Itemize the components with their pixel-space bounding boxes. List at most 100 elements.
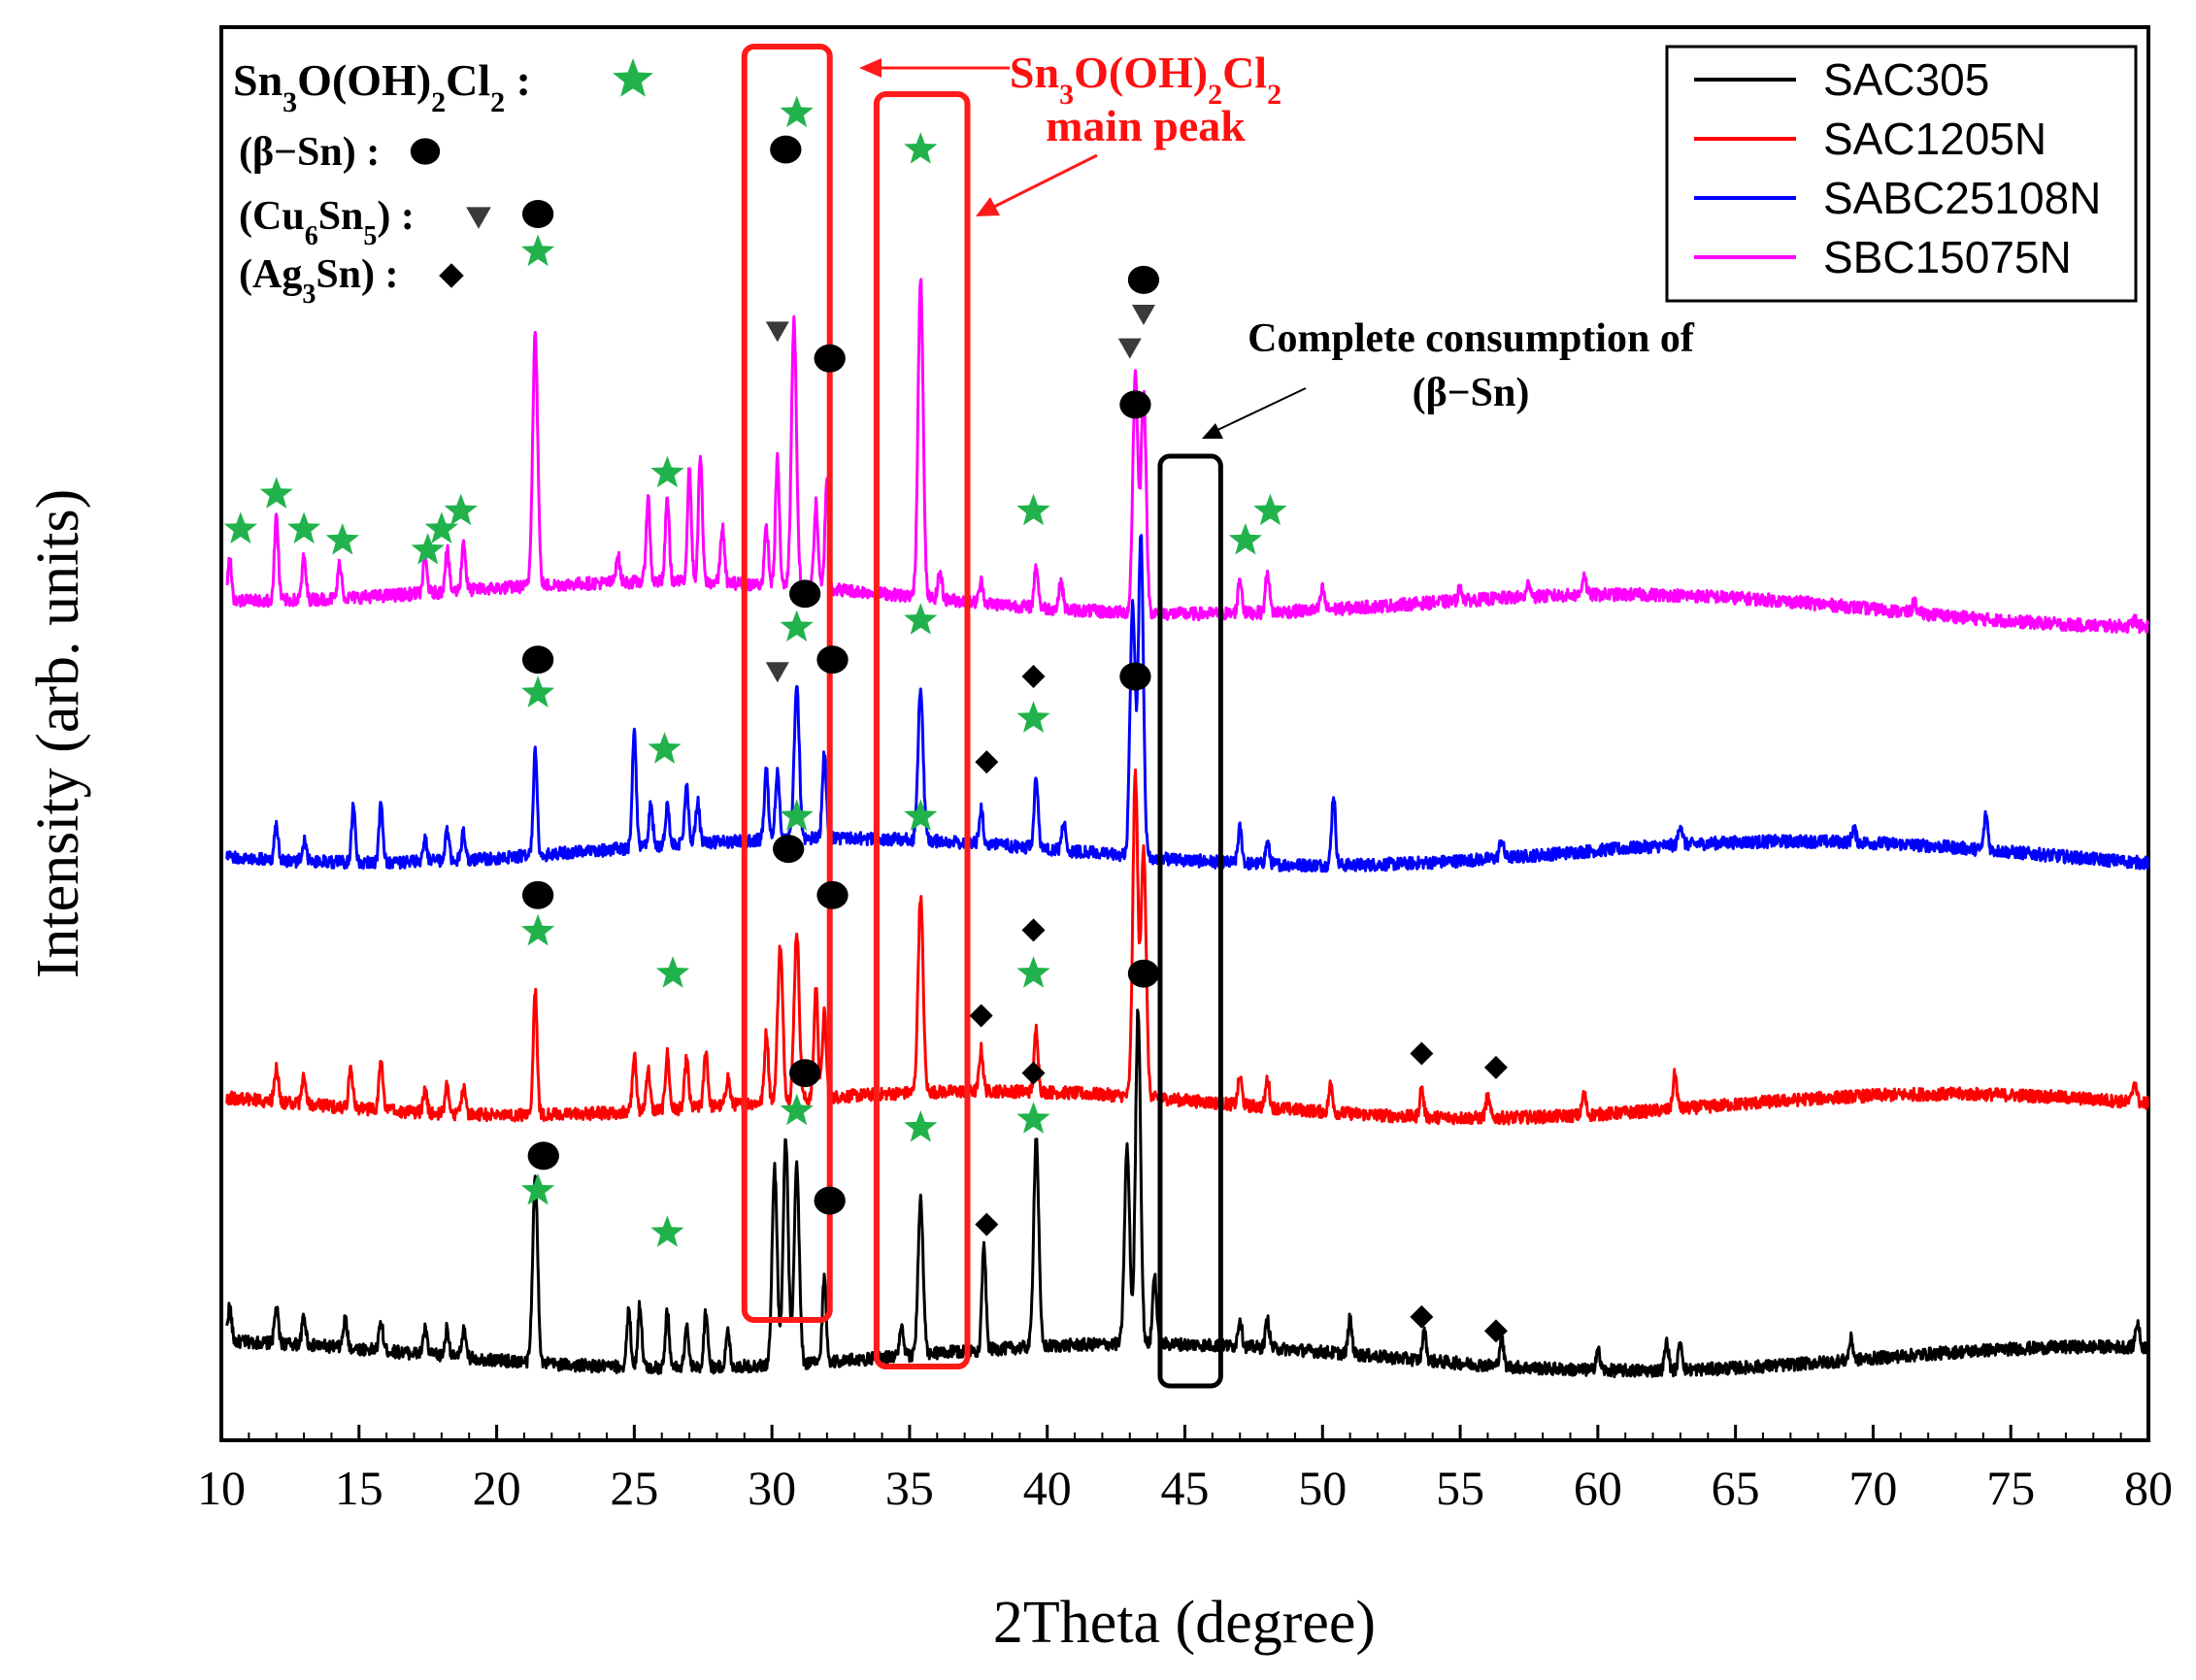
- key-beta-sn: (β−Sn) :: [239, 130, 380, 175]
- diamond-marker: [1021, 918, 1046, 942]
- star-marker: [444, 493, 478, 526]
- x-tick-label: 25: [610, 1461, 658, 1515]
- legend-label: SBC15075N: [1823, 232, 2072, 282]
- main-peak-label: Sn3O(OH)2Cl2: [1010, 48, 1281, 111]
- legend: SAC305 SAC1205N SABC25108N SBC15075N: [1665, 45, 2138, 303]
- circle-marker: [1127, 265, 1160, 294]
- marker-key: Sn3O(OH)2Cl2 : (β−Sn) : (Cu6Sn5) : (Ag3S…: [233, 55, 653, 310]
- series-layer: [225, 278, 2149, 1378]
- circle-marker: [521, 645, 554, 675]
- circle-marker: [770, 135, 802, 164]
- x-tick-label: 75: [1986, 1461, 2035, 1515]
- diamond-marker: [975, 750, 999, 774]
- star-marker-key: [613, 58, 653, 97]
- star-marker: [223, 511, 257, 544]
- diamond-marker: [1410, 1041, 1434, 1066]
- consumption-arrowhead: [1202, 423, 1223, 439]
- star-marker: [521, 1173, 555, 1205]
- x-tick-label: 65: [1712, 1461, 1760, 1515]
- triangle-marker: [1131, 305, 1155, 326]
- star-marker: [780, 95, 814, 128]
- circle-marker: [1119, 662, 1151, 691]
- star-marker: [780, 1093, 814, 1126]
- diamond-marker: [969, 1004, 993, 1028]
- star-marker: [650, 1215, 684, 1247]
- x-tick-label: 50: [1298, 1461, 1347, 1515]
- x-tick-label: 20: [473, 1461, 521, 1515]
- triangle-marker: [765, 662, 789, 683]
- main-peak-label-line2: main peak: [1046, 101, 1246, 150]
- star-marker: [521, 913, 555, 946]
- circle-marker: [814, 344, 846, 373]
- series-line-sac305: [225, 1008, 2149, 1378]
- diamond-marker: [1483, 1055, 1508, 1079]
- circle-marker: [814, 1186, 846, 1215]
- triangle-marker: [765, 321, 789, 343]
- consumption-arrow: [1213, 387, 1307, 433]
- star-marker: [1016, 701, 1050, 733]
- x-tick-label: 45: [1161, 1461, 1210, 1515]
- x-tick-label: 80: [2124, 1461, 2173, 1515]
- triangle-marker-key: [466, 207, 491, 229]
- diamond-marker: [1483, 1319, 1508, 1343]
- main-peak-arrowhead-1: [859, 58, 882, 78]
- star-marker: [1016, 493, 1050, 526]
- circle-marker: [773, 835, 805, 864]
- star-marker: [287, 511, 321, 544]
- consumption-label-line2: (β−Sn): [1413, 371, 1530, 415]
- x-tick-label: 40: [1023, 1461, 1072, 1515]
- star-marker: [1016, 1102, 1050, 1134]
- circle-marker-key: [410, 138, 441, 165]
- key-ag3sn: (Ag3Sn) :: [239, 252, 399, 310]
- legend-label: SABC25108N: [1823, 173, 2101, 223]
- diamond-marker: [1410, 1304, 1434, 1329]
- series-line-sbc15075n: [225, 278, 2149, 634]
- main-peak-annotation: Sn3O(OH)2Cl2 main peak: [859, 48, 1281, 216]
- star-marker: [650, 455, 684, 488]
- star-marker: [780, 799, 814, 831]
- star-marker: [259, 477, 293, 509]
- circle-marker: [527, 1141, 559, 1170]
- peak-markers: [223, 95, 1508, 1343]
- diamond-marker: [975, 1212, 999, 1236]
- star-marker: [780, 609, 814, 642]
- circle-marker: [1127, 959, 1160, 988]
- highlight-box-main_peak: [873, 91, 971, 1369]
- star-marker: [521, 675, 555, 708]
- circle-marker: [521, 880, 554, 909]
- series-line-sabc25108n: [225, 534, 2149, 873]
- star-marker: [1253, 493, 1287, 526]
- highlight-box-consumption: [1157, 453, 1223, 1389]
- circle-marker: [789, 579, 821, 609]
- star-marker: [904, 799, 938, 831]
- x-tick-label: 35: [885, 1461, 934, 1515]
- consumption-annotation: Complete consumption of (β−Sn): [1202, 316, 1695, 439]
- star-marker: [655, 956, 690, 988]
- star-marker: [904, 603, 938, 635]
- y-axis-title: Intensity (arb. units): [25, 489, 91, 979]
- star-marker: [411, 533, 445, 565]
- circle-marker: [816, 645, 848, 675]
- circle-marker: [816, 880, 848, 909]
- x-axis-title: 2Theta (degree): [993, 1590, 1376, 1656]
- star-marker: [1228, 523, 1262, 555]
- highlight-boxes: [741, 44, 1223, 1389]
- consumption-label: Complete consumption of: [1248, 316, 1695, 361]
- star-marker: [648, 732, 682, 764]
- legend-label: SAC1205N: [1823, 114, 2046, 164]
- star-marker: [904, 132, 938, 164]
- x-tick-label: 30: [748, 1461, 796, 1515]
- x-tick-label: 10: [197, 1461, 246, 1515]
- x-tick-label: 15: [335, 1461, 383, 1515]
- series-line-sac1205n: [225, 768, 2149, 1126]
- star-marker: [1016, 956, 1050, 988]
- highlight-box-main_peak: [741, 44, 833, 1323]
- main-peak-arrowhead-2: [976, 197, 1000, 216]
- legend-label: SAC305: [1823, 54, 1989, 105]
- triangle-marker: [1117, 338, 1142, 359]
- x-tick-label: 55: [1436, 1461, 1484, 1515]
- key-cu6sn5: (Cu6Sn5) :: [239, 194, 415, 251]
- star-marker: [521, 234, 555, 267]
- circle-marker: [521, 200, 554, 228]
